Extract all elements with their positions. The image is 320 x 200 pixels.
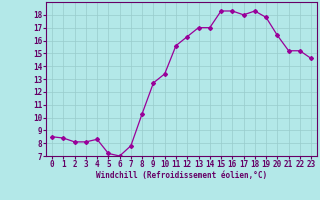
X-axis label: Windchill (Refroidissement éolien,°C): Windchill (Refroidissement éolien,°C) [96,171,267,180]
